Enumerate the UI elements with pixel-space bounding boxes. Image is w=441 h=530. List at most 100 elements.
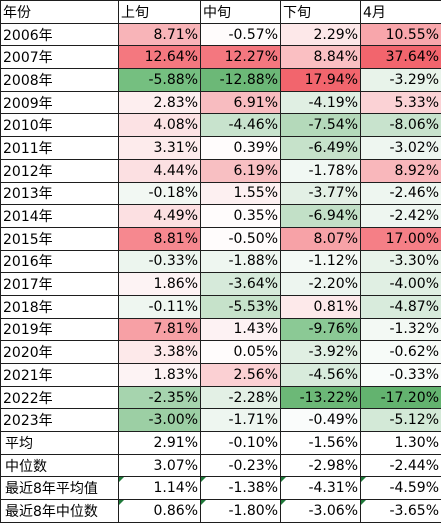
value-cell[interactable]: -5.88% (118, 68, 201, 92)
year-cell[interactable]: 2016年 (0, 249, 119, 274)
value-cell[interactable]: -0.33% (118, 249, 201, 274)
summary-label-cell[interactable]: 最近8年平均值 (0, 476, 119, 501)
value-cell[interactable]: -0.33% (360, 363, 441, 387)
summary-label-cell[interactable]: 中位数 (0, 453, 119, 478)
value-cell[interactable]: 1.55% (200, 181, 281, 206)
value-cell[interactable]: -5.53% (200, 294, 281, 319)
year-cell[interactable]: 2008年 (0, 68, 119, 92)
value-cell[interactable]: 37.64% (360, 45, 441, 70)
summary-value-cell[interactable]: 2.91% (118, 431, 201, 455)
value-cell[interactable]: -4.19% (280, 90, 361, 115)
summary-value-cell[interactable]: -1.38% (200, 476, 281, 501)
value-cell[interactable]: 2.56% (200, 363, 281, 387)
summary-value-cell[interactable]: -4.59% (360, 476, 441, 501)
year-cell[interactable]: 2013年 (0, 181, 119, 206)
year-cell[interactable]: 2020年 (0, 340, 119, 364)
year-cell[interactable]: 2010年 (0, 113, 119, 138)
value-cell[interactable]: -4.46% (200, 113, 281, 138)
value-cell[interactable]: 17.00% (360, 226, 441, 251)
value-cell[interactable]: 2.83% (118, 90, 201, 115)
value-cell[interactable]: -4.56% (280, 363, 361, 387)
value-cell[interactable]: -0.18% (118, 181, 201, 206)
summary-value-cell[interactable]: -2.44% (360, 453, 441, 478)
value-cell[interactable]: -2.28% (200, 385, 281, 410)
summary-value-cell[interactable]: -4.31% (280, 476, 361, 501)
value-cell[interactable]: -3.29% (360, 68, 441, 92)
value-cell[interactable]: -0.62% (360, 340, 441, 364)
value-cell[interactable]: -6.94% (280, 204, 361, 228)
value-cell[interactable]: -3.64% (200, 272, 281, 296)
value-cell[interactable]: 4.44% (118, 158, 201, 183)
value-cell[interactable]: -1.12% (280, 249, 361, 274)
value-cell[interactable]: -2.42% (360, 204, 441, 228)
value-cell[interactable]: -4.00% (360, 272, 441, 296)
summary-value-cell[interactable]: -2.98% (280, 453, 361, 478)
year-cell[interactable]: 2006年 (0, 22, 119, 47)
header-late-month[interactable]: 下旬 (280, 0, 361, 24)
year-cell[interactable]: 2011年 (0, 136, 119, 160)
value-cell[interactable]: -5.12% (360, 408, 441, 433)
value-cell[interactable]: 17.94% (280, 68, 361, 92)
value-cell[interactable]: -0.11% (118, 294, 201, 319)
value-cell[interactable]: 4.49% (118, 204, 201, 228)
value-cell[interactable]: 10.55% (360, 22, 441, 47)
summary-label-cell[interactable]: 平均 (0, 431, 119, 455)
value-cell[interactable]: 3.38% (118, 340, 201, 364)
summary-value-cell[interactable]: -3.06% (280, 499, 361, 523)
value-cell[interactable]: -3.00% (118, 408, 201, 433)
value-cell[interactable]: 3.31% (118, 136, 201, 160)
value-cell[interactable]: 6.19% (200, 158, 281, 183)
value-cell[interactable]: 8.84% (280, 45, 361, 70)
value-cell[interactable]: -3.30% (360, 249, 441, 274)
value-cell[interactable]: 12.27% (200, 45, 281, 70)
summary-value-cell[interactable]: 1.30% (360, 431, 441, 455)
header-april[interactable]: 4月 (360, 0, 441, 24)
value-cell[interactable]: -9.76% (280, 317, 361, 342)
value-cell[interactable]: -1.78% (280, 158, 361, 183)
summary-value-cell[interactable]: -1.80% (200, 499, 281, 523)
summary-value-cell[interactable]: 0.86% (118, 499, 201, 523)
value-cell[interactable]: -3.92% (280, 340, 361, 364)
value-cell[interactable]: -0.57% (200, 22, 281, 47)
value-cell[interactable]: -17.20% (360, 385, 441, 410)
value-cell[interactable]: -8.06% (360, 113, 441, 138)
year-cell[interactable]: 2015年 (0, 226, 119, 251)
summary-value-cell[interactable]: 1.14% (118, 476, 201, 501)
year-cell[interactable]: 2012年 (0, 158, 119, 183)
value-cell[interactable]: 6.91% (200, 90, 281, 115)
year-cell[interactable]: 2018年 (0, 294, 119, 319)
value-cell[interactable]: -6.49% (280, 136, 361, 160)
value-cell[interactable]: -12.88% (200, 68, 281, 92)
value-cell[interactable]: -0.49% (280, 408, 361, 433)
header-mid-month[interactable]: 中旬 (200, 0, 281, 24)
year-cell[interactable]: 2014年 (0, 204, 119, 228)
value-cell[interactable]: -0.50% (200, 226, 281, 251)
header-early-month[interactable]: 上旬 (118, 0, 201, 24)
value-cell[interactable]: 8.92% (360, 158, 441, 183)
value-cell[interactable]: 8.81% (118, 226, 201, 251)
value-cell[interactable]: -7.54% (280, 113, 361, 138)
summary-label-cell[interactable]: 最近8年中位数 (0, 499, 119, 523)
summary-value-cell[interactable]: -3.65% (360, 499, 441, 523)
value-cell[interactable]: 0.39% (200, 136, 281, 160)
value-cell[interactable]: 7.81% (118, 317, 201, 342)
year-cell[interactable]: 2023年 (0, 408, 119, 433)
value-cell[interactable]: 0.81% (280, 294, 361, 319)
year-cell[interactable]: 2007年 (0, 45, 119, 70)
year-cell[interactable]: 2022年 (0, 385, 119, 410)
value-cell[interactable]: 1.83% (118, 363, 201, 387)
value-cell[interactable]: 1.43% (200, 317, 281, 342)
summary-value-cell[interactable]: -0.23% (200, 453, 281, 478)
year-cell[interactable]: 2021年 (0, 363, 119, 387)
value-cell[interactable]: -3.77% (280, 181, 361, 206)
value-cell[interactable]: 5.33% (360, 90, 441, 115)
summary-value-cell[interactable]: -1.56% (280, 431, 361, 455)
value-cell[interactable]: 2.29% (280, 22, 361, 47)
value-cell[interactable]: -2.35% (118, 385, 201, 410)
value-cell[interactable]: -2.46% (360, 181, 441, 206)
value-cell[interactable]: -1.32% (360, 317, 441, 342)
summary-value-cell[interactable]: -0.10% (200, 431, 281, 455)
value-cell[interactable]: 8.71% (118, 22, 201, 47)
year-cell[interactable]: 2017年 (0, 272, 119, 296)
value-cell[interactable]: 8.07% (280, 226, 361, 251)
